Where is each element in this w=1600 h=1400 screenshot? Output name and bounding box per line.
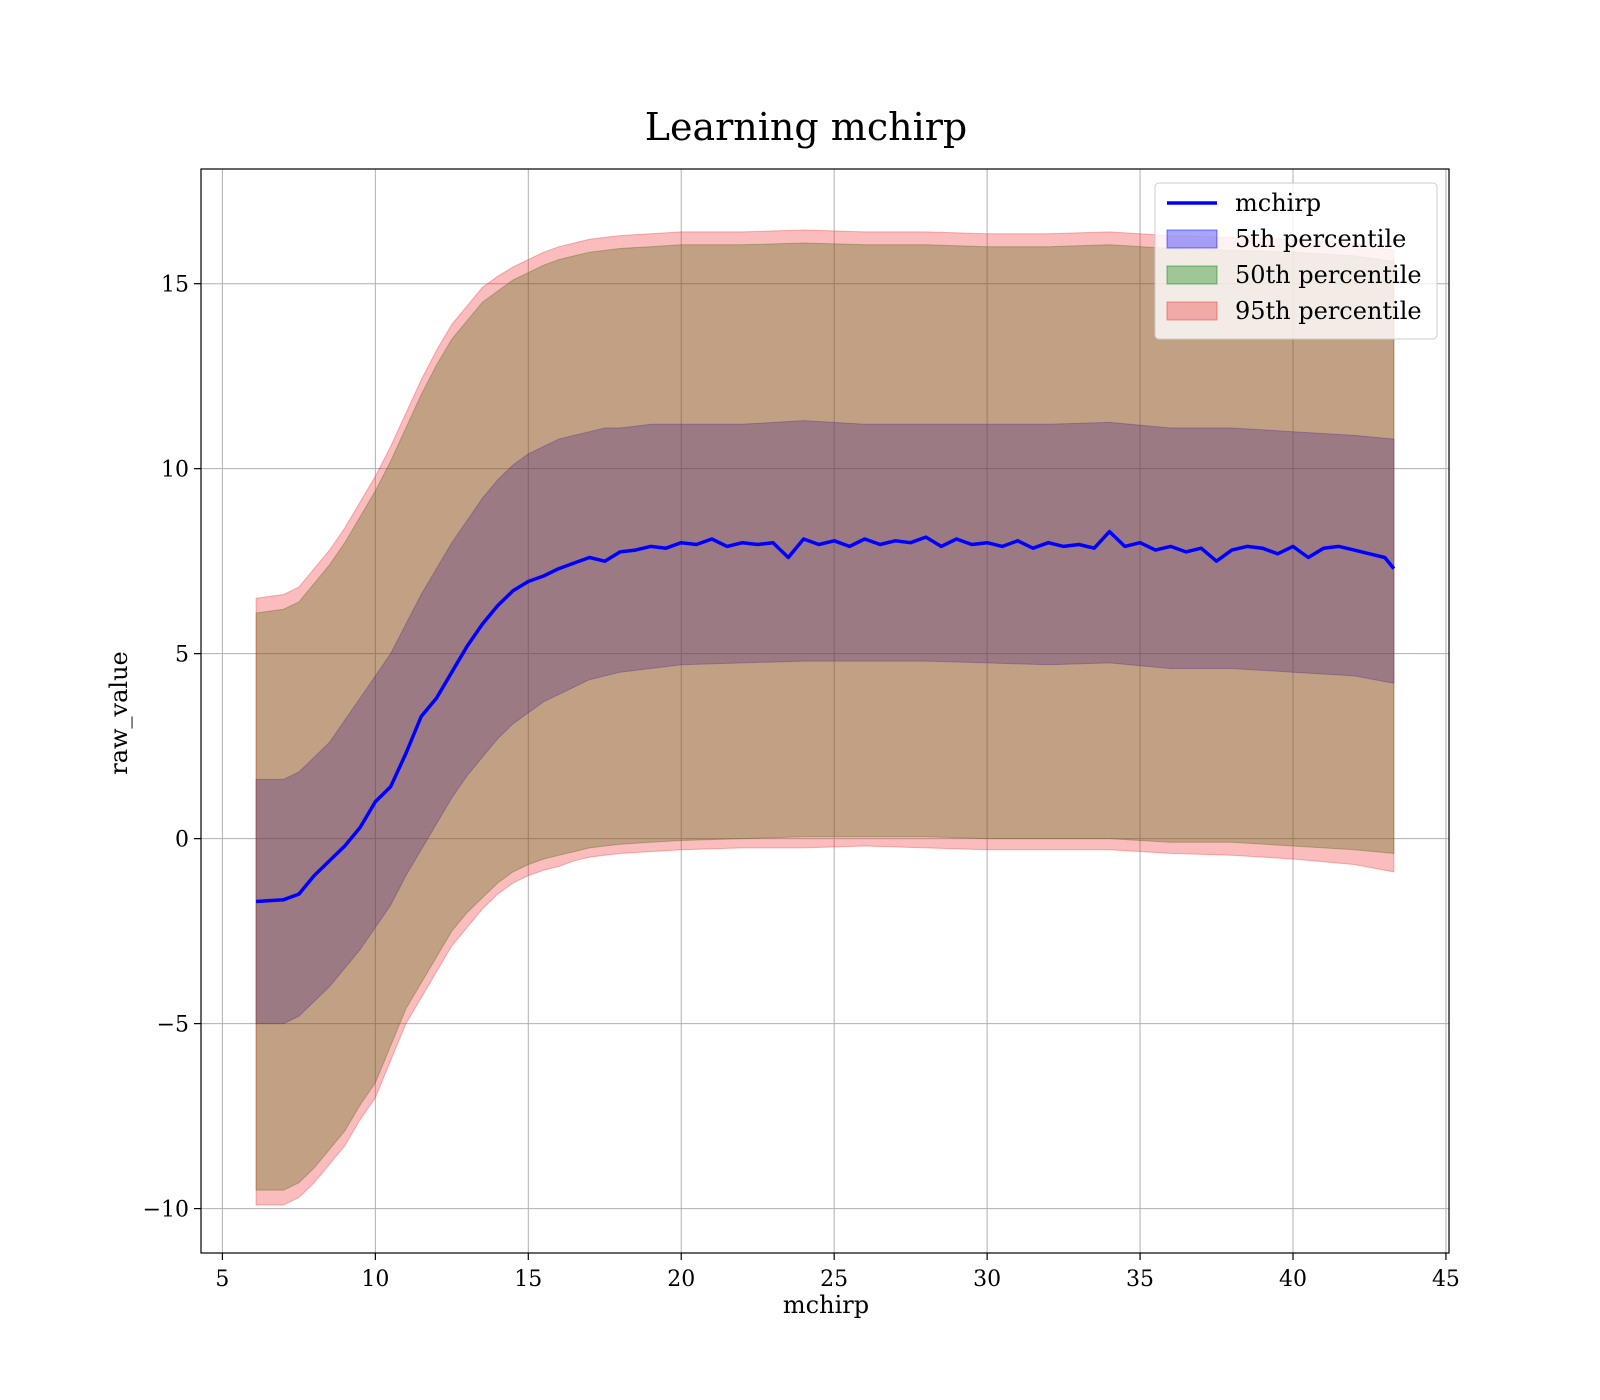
band-50th-percentile (255, 242, 1395, 1191)
x-tick-label: 5 (215, 1267, 229, 1292)
legend: mchirp 5th percentile 50th percentile 95th … (1154, 182, 1438, 340)
x-tick-label: 45 (1432, 1267, 1460, 1292)
x-tick-label: 15 (514, 1267, 542, 1292)
series-line-mchirp (255, 529, 1396, 904)
y-axis-label: raw_value (105, 651, 133, 775)
x-tick-label: 35 (1126, 1267, 1154, 1292)
band-5th-percentile (255, 420, 1395, 1025)
x-tick-label: 10 (361, 1267, 389, 1292)
y-tick-label: 15 (161, 273, 189, 298)
legend-entry-label: 50th percentile (1235, 261, 1422, 289)
y-tick-label: −5 (157, 1013, 189, 1038)
x-tick-label: 40 (1279, 1267, 1307, 1292)
plot-area (201, 169, 1449, 1253)
legend-entry-label: mchirp (1235, 189, 1321, 217)
axis-ticks: 5 10 15 20 25 30 35 40 45 −10 −5 0 5 10 15 (143, 273, 1460, 1292)
legend-entry-label: 95th percentile (1235, 297, 1422, 325)
x-axis-label: mchirp (783, 1291, 869, 1319)
y-tick-label: 5 (175, 643, 189, 668)
legend-patch-swatch (1166, 229, 1218, 249)
band-95th-percentile (255, 229, 1395, 1206)
legend-entry-label: 5th percentile (1235, 225, 1406, 253)
x-tick-label: 25 (820, 1267, 848, 1292)
percentile-bands (255, 229, 1395, 1206)
y-tick-label: 10 (161, 458, 189, 483)
y-tick-label: −10 (143, 1198, 189, 1223)
gridlines (201, 169, 1449, 1253)
chart-title: Learning mchirp (645, 105, 967, 149)
legend-patch-swatch (1166, 301, 1218, 321)
legend-patch-swatch (1166, 265, 1218, 285)
y-tick-label: 0 (175, 828, 189, 853)
legend-box (1154, 182, 1438, 340)
series-lines (255, 529, 1396, 904)
x-tick-label: 20 (667, 1267, 695, 1292)
x-tick-label: 30 (973, 1267, 1001, 1292)
plot-frame (200, 168, 1450, 1254)
